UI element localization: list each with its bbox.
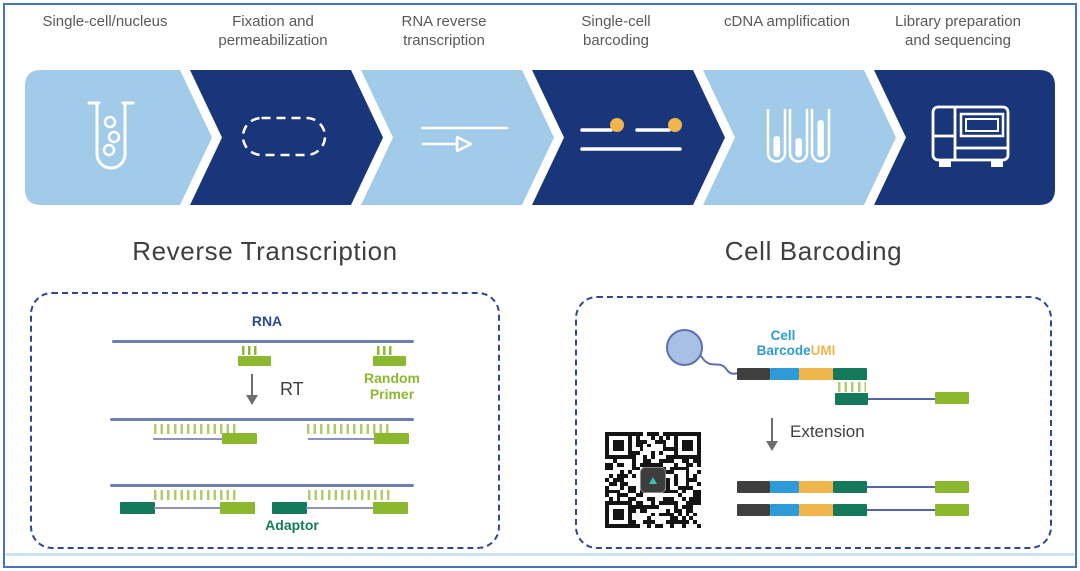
capture-segment — [833, 481, 867, 493]
rna-strand — [110, 418, 414, 421]
cdna-line — [306, 507, 374, 509]
barcode-label: Barcode — [756, 343, 811, 358]
reverse-transcription-arrow-icon — [420, 126, 509, 153]
primer-segment — [935, 481, 969, 493]
extension-label: Extension — [790, 422, 865, 441]
adaptor-label: Adaptor — [265, 517, 319, 533]
rt-down-arrow-icon — [246, 374, 258, 405]
hybridization-ticks — [154, 424, 240, 434]
chevron-cdna — [703, 70, 896, 205]
reverse-transcription-title: Reverse Transcription — [132, 236, 398, 266]
chevron-library — [874, 70, 1055, 205]
sequencer-icon — [931, 105, 1010, 167]
cdna-line — [867, 486, 935, 488]
umi-segment — [799, 368, 833, 380]
cell-barcode-segment — [770, 504, 799, 516]
primer-segment — [220, 502, 255, 514]
step-label-barcoding: Single-cell barcoding — [581, 13, 651, 49]
cell-barcoding-title: Cell Barcoding — [724, 236, 903, 266]
qr-logo — [640, 467, 666, 493]
adaptor-segment — [272, 502, 307, 514]
hybridization-ticks — [838, 382, 866, 392]
random-primer-segment — [373, 356, 406, 366]
adaptor-segment — [120, 502, 155, 514]
random-primer-segment — [238, 356, 271, 366]
cdna-line — [154, 507, 221, 509]
lines-and-beads-icon — [580, 118, 682, 151]
random-primer-label: Random Primer — [364, 370, 420, 403]
primer-segment — [935, 504, 969, 516]
slide-frame — [3, 3, 1077, 568]
test-tube-icon — [87, 101, 135, 170]
workflow-chevron-band — [25, 70, 1055, 205]
rna-strand — [112, 340, 414, 343]
reverse-transcription-panel: RNA Random Primer RT Adaptor — [30, 292, 500, 549]
capture-segment — [833, 504, 867, 516]
capture-segment — [835, 393, 868, 405]
bead-icon — [666, 329, 703, 366]
cell-barcode-segment — [770, 481, 799, 493]
adapter-segment — [737, 504, 770, 516]
step-label-cdna: cDNA amplification — [724, 13, 850, 30]
umi-segment — [799, 481, 833, 493]
dashed-capsule-icon — [241, 116, 327, 157]
adapter-segment — [737, 368, 770, 380]
bottom-accent-strip — [6, 553, 1074, 556]
primer-segment — [222, 433, 257, 444]
rna-strand — [110, 484, 414, 487]
primer-segment — [935, 392, 969, 404]
cdna-line — [868, 398, 935, 400]
cdna-line — [867, 509, 935, 511]
qr-logo-mark — [649, 476, 657, 484]
cell-label: Cell — [770, 328, 796, 343]
barcode-umi-label: BarcodeUMI — [729, 343, 863, 358]
hybridization-ticks — [307, 424, 393, 434]
cell-barcoding-panel: Cell BarcodeUMI Extension — [575, 296, 1052, 549]
chevron-barcoding — [532, 70, 725, 205]
extension-down-arrow-icon — [766, 418, 778, 451]
chevron-fixation — [190, 70, 383, 205]
hybridization-ticks — [308, 490, 393, 500]
adapter-segment — [737, 481, 770, 493]
cell-barcode-segment — [770, 368, 799, 380]
primer-ticks — [377, 346, 393, 355]
step-label-library: Library preparation and sequencing — [895, 13, 1021, 49]
three-test-tubes-icon — [766, 108, 831, 163]
primer-segment — [373, 502, 408, 514]
qr-code-grid — [605, 432, 701, 528]
rt-label: RT — [280, 379, 304, 399]
capture-segment — [833, 368, 867, 380]
primer-ticks — [242, 346, 258, 355]
hybridization-ticks — [154, 490, 240, 500]
step-label-single-cell: Single-cell/nucleus — [42, 13, 168, 30]
cdna-line — [153, 438, 223, 440]
cdna-line — [308, 438, 375, 440]
rna-label: RNA — [251, 313, 283, 329]
step-label-rna-rt: RNA reverse transcription — [401, 13, 487, 49]
umi-label: UMI — [810, 343, 836, 358]
umi-segment — [799, 504, 833, 516]
step-label-fixation: Fixation and permeabilization — [218, 13, 328, 49]
qr-code — [605, 432, 701, 528]
primer-segment — [374, 433, 409, 444]
